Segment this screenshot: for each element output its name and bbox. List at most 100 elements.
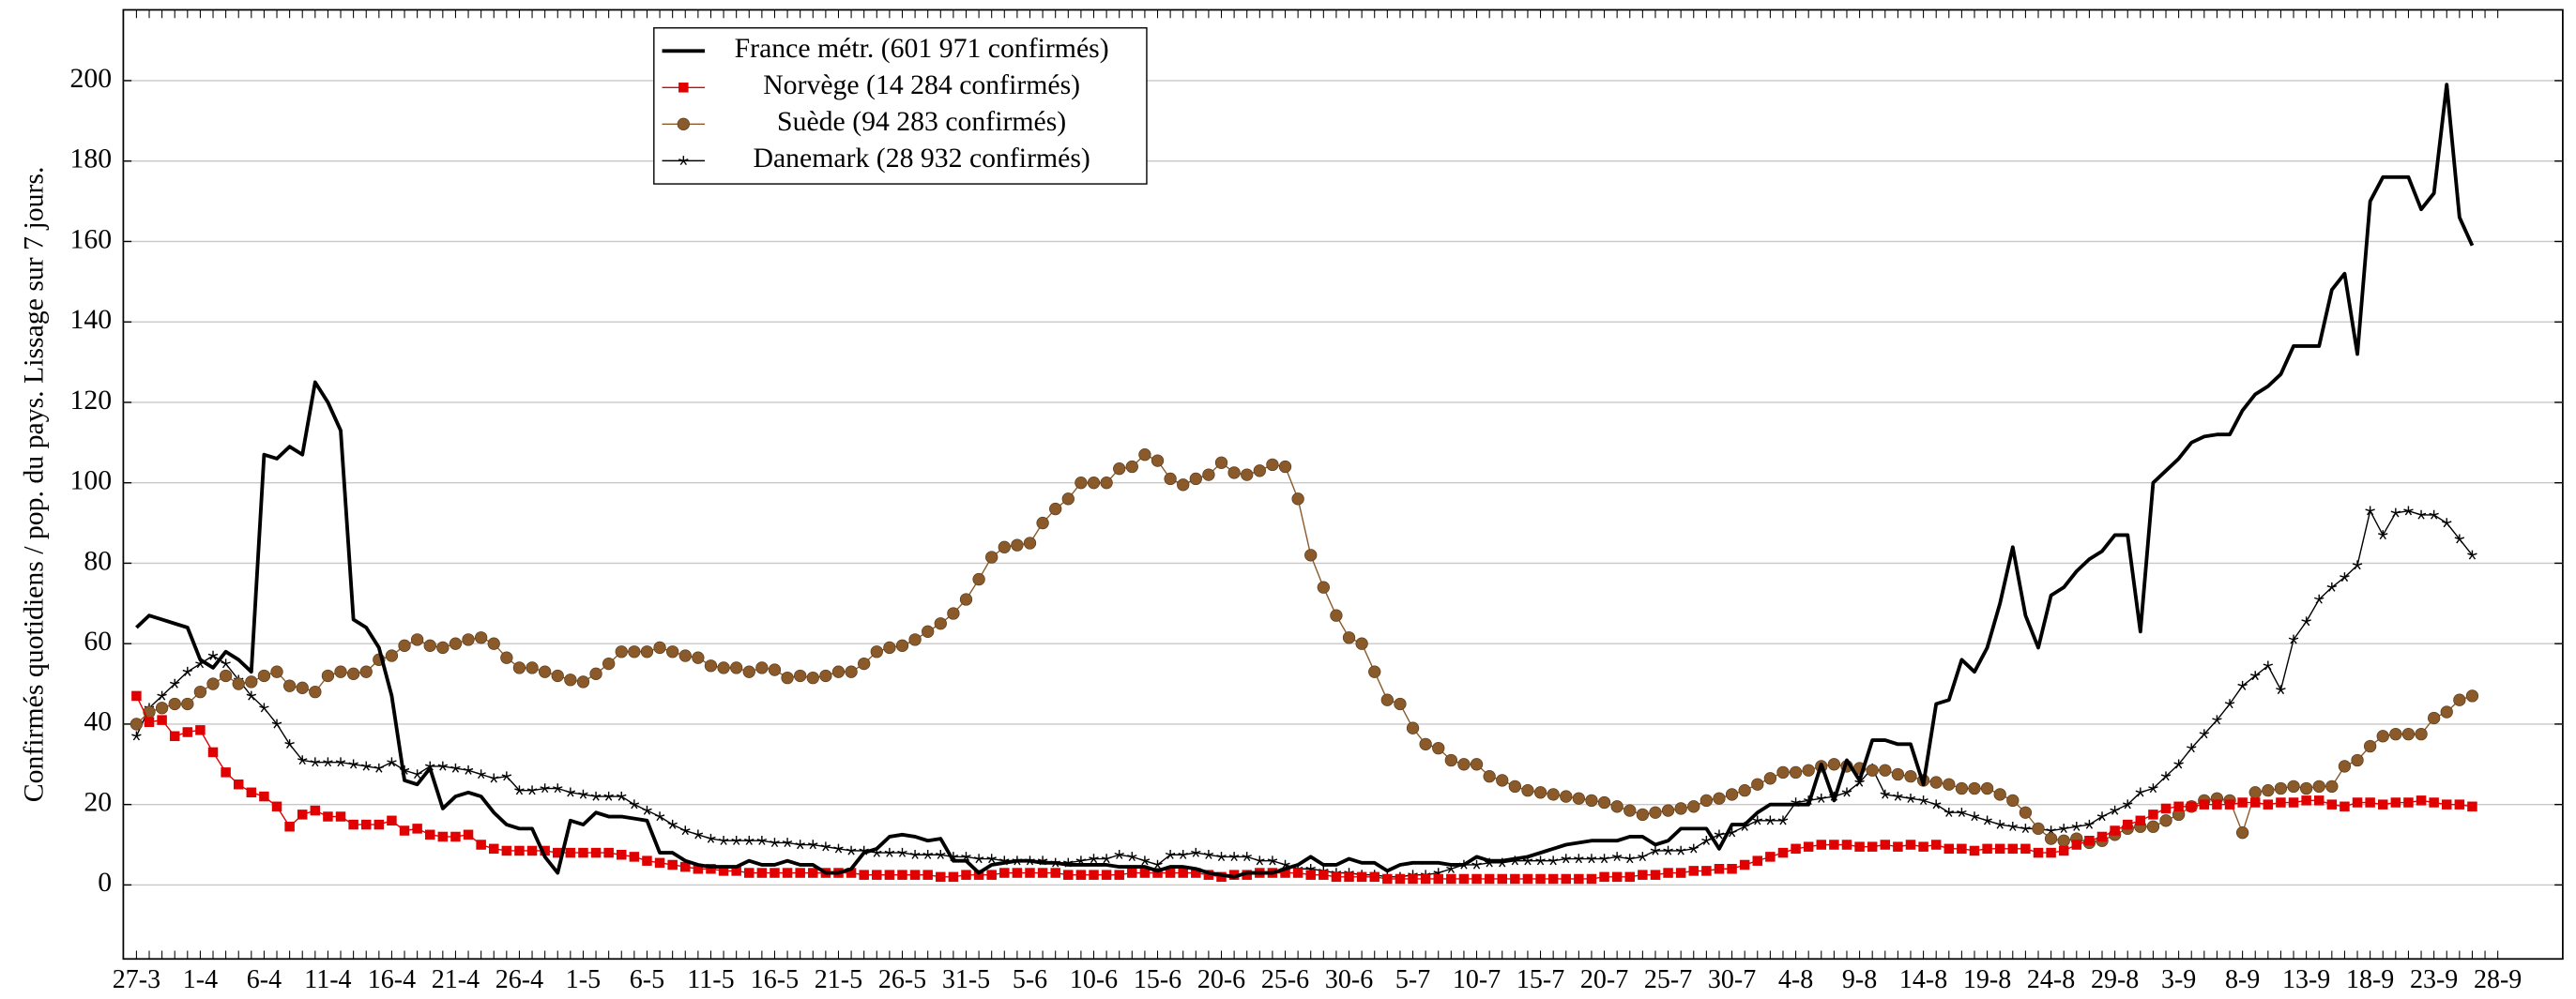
marker (1408, 873, 1418, 885)
x-tick-label: 28-9 (2474, 965, 2522, 994)
marker (1049, 502, 1062, 516)
marker (232, 677, 245, 690)
marker (678, 83, 689, 93)
marker (884, 847, 895, 857)
marker (1151, 454, 1165, 467)
x-tick-label: 10-6 (1070, 965, 1118, 994)
marker (309, 685, 322, 699)
marker (2301, 795, 2311, 806)
marker (642, 805, 652, 815)
marker (870, 645, 883, 658)
marker (1331, 871, 1342, 883)
marker (193, 685, 207, 699)
marker (1943, 778, 1956, 791)
marker (909, 870, 921, 880)
marker (1484, 873, 1495, 885)
marker (334, 665, 347, 678)
marker (653, 641, 666, 655)
marker (1012, 868, 1023, 878)
marker (2058, 824, 2069, 834)
marker (2212, 715, 2222, 725)
marker (1165, 868, 1176, 878)
series (135, 83, 2475, 879)
marker (1380, 693, 1394, 706)
marker (1854, 841, 1865, 852)
marker (2057, 834, 2070, 847)
marker (1650, 870, 1661, 880)
marker (1572, 792, 1586, 805)
marker (2429, 509, 2439, 520)
marker (2453, 693, 2466, 706)
marker (1943, 843, 1955, 855)
marker (2389, 727, 2402, 741)
marker (169, 731, 180, 742)
marker (1893, 791, 1903, 801)
marker (2123, 799, 2133, 810)
marker (1483, 769, 1496, 783)
marker (207, 650, 219, 660)
marker (1802, 764, 1815, 777)
marker (1777, 815, 1789, 825)
marker (1075, 477, 1088, 490)
x-tick-label: 1-4 (183, 965, 218, 994)
marker (1752, 855, 1763, 866)
marker (463, 829, 474, 840)
marker (2429, 797, 2439, 808)
marker (526, 785, 538, 795)
marker (1649, 806, 1662, 819)
marker (1765, 852, 1776, 862)
marker (424, 829, 435, 840)
marker (463, 764, 474, 775)
marker (667, 819, 678, 829)
marker (257, 669, 271, 683)
marker (2365, 797, 2375, 808)
marker (1471, 873, 1482, 885)
marker (1714, 864, 1725, 874)
marker (2020, 843, 2031, 855)
marker (2160, 771, 2172, 781)
marker (2007, 821, 2019, 831)
marker (552, 847, 563, 858)
x-tick-label: 19-8 (1963, 965, 2011, 994)
marker (2416, 509, 2427, 520)
y-tick-label: 200 (70, 63, 113, 94)
marker (576, 675, 590, 689)
marker (1713, 792, 1726, 805)
marker (678, 156, 689, 166)
marker (2454, 799, 2465, 810)
marker (284, 739, 295, 749)
marker (922, 849, 933, 859)
marker (1228, 852, 1240, 862)
marker (1087, 477, 1101, 490)
marker (1727, 827, 1737, 838)
marker (1586, 873, 1597, 885)
marker (1725, 788, 1739, 801)
marker (2340, 572, 2350, 583)
marker (423, 639, 436, 652)
x-tick-label: 29-8 (2091, 965, 2139, 994)
marker (2352, 560, 2363, 570)
marker (206, 677, 220, 690)
marker (2159, 814, 2172, 827)
x-tick-label: 26-4 (495, 965, 543, 994)
marker (1547, 873, 1559, 885)
marker (654, 857, 665, 869)
marker (2187, 743, 2197, 753)
marker (603, 791, 614, 801)
x-tick-label: 31-5 (942, 965, 990, 994)
marker (833, 843, 844, 854)
marker (1905, 793, 1916, 803)
marker (1368, 665, 1381, 678)
marker (959, 593, 973, 606)
marker (1547, 788, 1560, 801)
marker (1611, 871, 1623, 883)
marker (1127, 868, 1137, 878)
marker (2365, 506, 2375, 516)
marker (1152, 868, 1163, 878)
marker (1178, 868, 1188, 878)
marker (2148, 783, 2158, 794)
marker (2046, 847, 2056, 858)
marker (1727, 864, 1737, 874)
marker (1661, 804, 1675, 817)
marker (1036, 516, 1049, 530)
